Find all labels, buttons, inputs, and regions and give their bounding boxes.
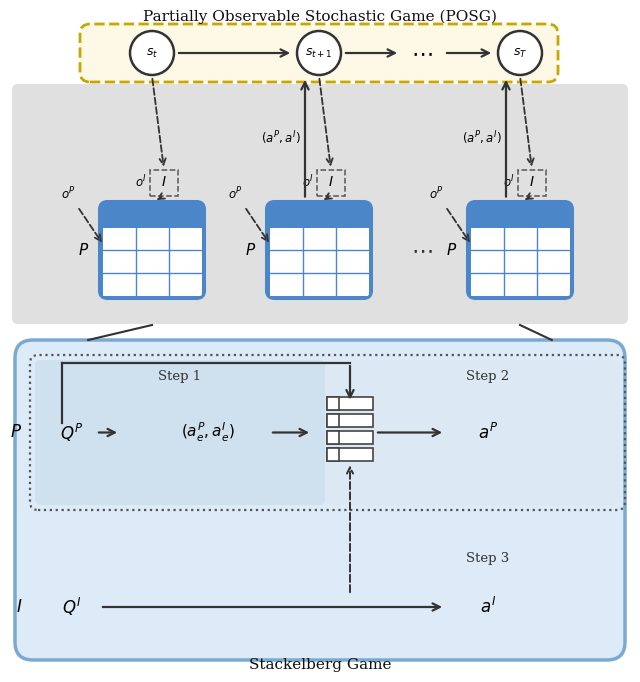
Bar xyxy=(327,447,373,460)
Text: $\cdots$: $\cdots$ xyxy=(411,239,433,261)
Text: Stackelberg Game: Stackelberg Game xyxy=(249,658,391,672)
Text: $s_{t+1}$: $s_{t+1}$ xyxy=(305,46,333,59)
Bar xyxy=(102,201,202,228)
FancyBboxPatch shape xyxy=(80,24,558,82)
Text: $o^P$: $o^P$ xyxy=(429,186,444,203)
Text: $I$: $I$ xyxy=(328,175,334,190)
Text: Step 3: Step 3 xyxy=(466,552,509,565)
Bar xyxy=(150,170,178,196)
Text: $o^I$: $o^I$ xyxy=(503,174,515,191)
Bar xyxy=(470,201,570,228)
Bar xyxy=(327,430,339,443)
Text: $I$: $I$ xyxy=(15,599,22,615)
Text: $a^I$: $a^I$ xyxy=(480,597,496,617)
Text: $a^P$: $a^P$ xyxy=(478,422,498,443)
FancyBboxPatch shape xyxy=(99,201,205,299)
Bar xyxy=(102,228,202,295)
Bar xyxy=(327,430,373,443)
Text: $Q^P$: $Q^P$ xyxy=(60,421,84,443)
FancyBboxPatch shape xyxy=(35,360,325,505)
Text: $o^P$: $o^P$ xyxy=(228,186,243,203)
FancyBboxPatch shape xyxy=(467,201,573,299)
FancyBboxPatch shape xyxy=(12,84,628,324)
Text: $s_T$: $s_T$ xyxy=(513,46,527,59)
Text: $P$: $P$ xyxy=(10,424,22,441)
Text: Step 1: Step 1 xyxy=(159,370,202,383)
Bar xyxy=(327,447,339,460)
Text: $P$: $P$ xyxy=(446,242,458,258)
Bar xyxy=(327,396,339,409)
FancyBboxPatch shape xyxy=(15,340,625,660)
Text: $s_t$: $s_t$ xyxy=(146,46,158,59)
Text: $P$: $P$ xyxy=(245,242,257,258)
Bar xyxy=(269,228,369,295)
Text: $I$: $I$ xyxy=(161,175,167,190)
Text: Partially Observable Stochastic Game (POSG): Partially Observable Stochastic Game (PO… xyxy=(143,10,497,24)
FancyBboxPatch shape xyxy=(266,201,371,299)
Bar xyxy=(327,396,373,409)
Text: $P$: $P$ xyxy=(78,242,90,258)
Circle shape xyxy=(498,31,542,75)
Bar xyxy=(470,228,570,295)
Circle shape xyxy=(130,31,174,75)
Bar xyxy=(327,413,373,426)
Text: $\cdots$: $\cdots$ xyxy=(411,42,433,64)
Text: $(a^P,a^I)$: $(a^P,a^I)$ xyxy=(462,130,502,147)
Bar xyxy=(269,201,369,228)
Bar xyxy=(317,170,345,196)
Text: $(a^P,a^I)$: $(a^P,a^I)$ xyxy=(261,130,301,147)
Bar xyxy=(327,413,339,426)
Text: Step 2: Step 2 xyxy=(466,370,509,383)
Circle shape xyxy=(297,31,341,75)
FancyBboxPatch shape xyxy=(325,360,620,505)
Text: $o^I$: $o^I$ xyxy=(135,174,147,191)
Text: $o^I$: $o^I$ xyxy=(302,174,314,191)
Text: $(a_e^P, a_e^I)$: $(a_e^P, a_e^I)$ xyxy=(181,421,235,444)
Bar xyxy=(518,170,546,196)
Text: $o^P$: $o^P$ xyxy=(61,186,76,203)
Text: $Q^I$: $Q^I$ xyxy=(62,596,82,618)
Text: $I$: $I$ xyxy=(529,175,535,190)
